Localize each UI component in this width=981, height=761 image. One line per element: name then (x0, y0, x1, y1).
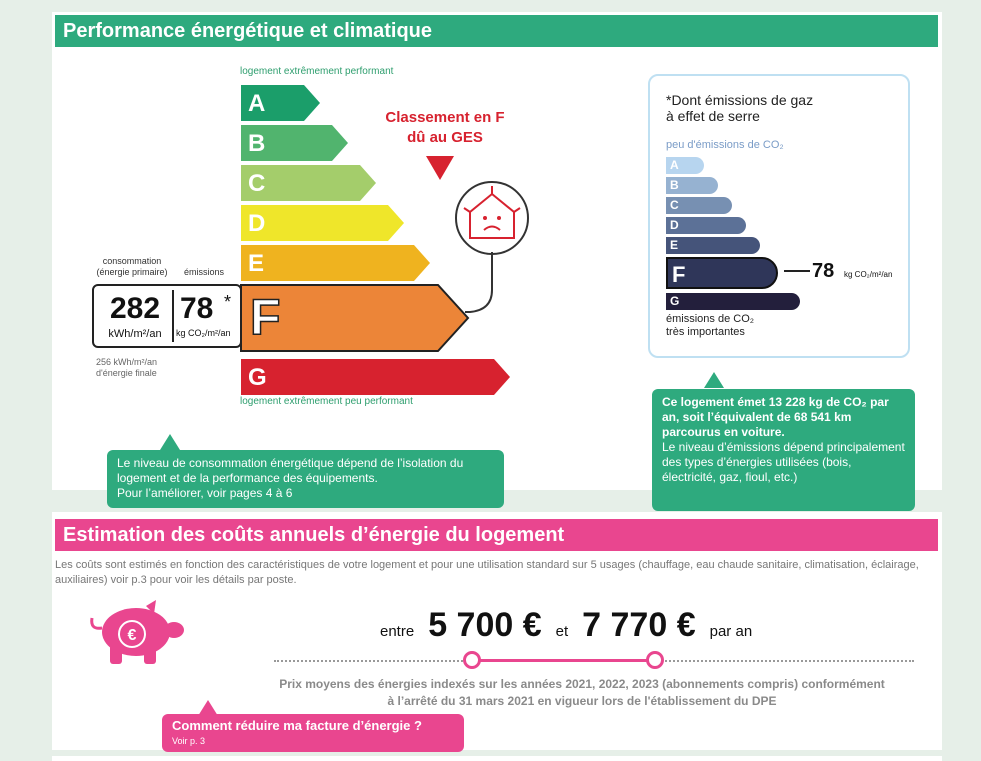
energy-bar-a: A (241, 85, 320, 121)
energy-letter-d: D (248, 210, 265, 237)
consumption-unit: kWh/m²/an (108, 328, 162, 340)
bubble-pointer-left (160, 434, 180, 450)
ges-value-line (784, 270, 810, 272)
ges-bottom-label-line2: très importantes (666, 326, 745, 338)
cost-range: entre 5 700 € et 7 770 € par an (380, 606, 752, 646)
ges-bar-d: D (666, 217, 746, 234)
energy-letter-c: C (248, 170, 265, 197)
cost-note-line2: à l’arrêté du 31 mars 2021 en vigueur lo… (387, 694, 777, 708)
consumption-bubble-text: Le niveau de consommation énergétique dé… (117, 456, 464, 485)
ges-alert-line1: Classement en F (385, 109, 505, 126)
ges-unit: kg CO₂/m²/an (844, 270, 893, 279)
cost-range-line (472, 659, 656, 662)
energy-bar-f: F (240, 284, 470, 352)
emissions-star: * (224, 292, 232, 312)
energy-bar-c: C (241, 165, 376, 201)
emissions-unit: kg CO₂/m²/an (176, 328, 231, 338)
energy-letter-e: E (248, 250, 264, 277)
energy-section-title: Performance énergétique et climatique (55, 15, 938, 47)
cost-section-title: Estimation des coûts annuels d’énergie d… (55, 519, 938, 551)
cost-max-marker (646, 651, 664, 669)
ges-box (648, 74, 910, 358)
ges-note-line1: *Dont émissions de gaz (666, 92, 814, 108)
tip-sub[interactable]: Voir p. 3 (172, 736, 206, 746)
ges-bottom-label-line1: émissions de CO₂ (666, 313, 755, 325)
tip-pointer (198, 700, 218, 716)
ges-alert-line2: dû au GES (407, 129, 483, 146)
cost-panel (52, 512, 942, 750)
energy-letter-b: B (248, 130, 265, 157)
energy-bar-d: D (241, 205, 404, 241)
consumption-label-line2: (énergie primaire) (96, 267, 168, 277)
final-energy-line2: d'énergie finale (96, 368, 157, 378)
piggy-bank-icon: € (90, 600, 184, 664)
cost-note-line1: Prix moyens des énergies indexés sur les… (279, 677, 885, 691)
cost-et: et (555, 623, 569, 640)
cost-par-an: par an (709, 623, 753, 640)
ges-bubble-text: Le niveau d’émissions dépend principalem… (662, 440, 905, 484)
energy-bar-g: G (241, 359, 510, 395)
cost-min-marker (463, 651, 481, 669)
consumption-label-line1: consommation (102, 256, 162, 266)
energy-letter-g: G (248, 364, 267, 391)
cost-note: Prix moyens des énergies indexés sur les… (240, 676, 924, 710)
consumption-value: 282 (109, 292, 161, 325)
scale-top-label: logement extrêmement performant (240, 66, 394, 77)
scale-bottom-label: logement extrêmement peu performant (240, 396, 413, 407)
cost-entre: entre (380, 623, 415, 640)
cost-min: 5 700 € (428, 606, 542, 644)
ges-note: *Dont émissions de gaz à effet de serre (666, 92, 813, 124)
bubble-pointer-right (704, 372, 724, 388)
emissions-value: 78 (180, 292, 214, 325)
ges-note-line2: à effet de serre (666, 108, 760, 124)
cost-intro: Les coûts sont estimés en fonction des c… (55, 559, 919, 586)
piggy-euro: € (128, 627, 137, 644)
ges-bottom-label: émissions de CO₂ très importantes (666, 313, 754, 339)
tip-title[interactable]: Comment réduire ma facture d’énergie ? (172, 718, 422, 733)
consumption-box (92, 284, 242, 348)
ges-value: 78 (812, 260, 835, 282)
ges-bubble: Ce logement émet 13 228 kg de CO₂ par an… (652, 389, 915, 511)
ges-bar-c: C (666, 197, 732, 214)
energy-bar-b: B (241, 125, 348, 161)
energy-letter-a: A (248, 90, 265, 117)
ges-bar-b: B (666, 177, 718, 194)
energy-letter-f: F (250, 289, 281, 345)
ges-bar-g: G (666, 293, 800, 310)
next-panel (52, 756, 942, 761)
alert-arrow-icon (426, 156, 454, 180)
energy-bar-e: E (241, 245, 430, 281)
connector-line (465, 252, 493, 313)
cold-house-icon (455, 181, 529, 255)
ges-alert: Classement en F dû au GES (360, 108, 530, 148)
tip-bubble[interactable]: Comment réduire ma facture d’énergie ? V… (162, 714, 464, 752)
ges-bar-f: F (666, 257, 778, 289)
consumption-divider (172, 290, 174, 342)
cost-max: 7 770 € (582, 606, 696, 644)
consumption-bubble: Le niveau de consommation énergétique dé… (107, 450, 504, 508)
final-energy: 256 kWh/m²/an d'énergie finale (96, 357, 157, 379)
emissions-label: émissions (184, 267, 225, 277)
ges-bubble-bold: Ce logement émet 13 228 kg de CO₂ par an… (662, 395, 889, 439)
final-energy-line1: 256 kWh/m²/an (96, 357, 158, 367)
ges-bar-e: E (666, 237, 760, 254)
consumption-label: consommation (énergie primaire) (92, 256, 172, 278)
consumption-bubble-text2: Pour l’améliorer, voir pages 4 à 6 (117, 486, 293, 500)
ges-bar-a: A (666, 157, 704, 174)
ges-top-label: peu d'émissions de CO₂ (666, 139, 784, 151)
